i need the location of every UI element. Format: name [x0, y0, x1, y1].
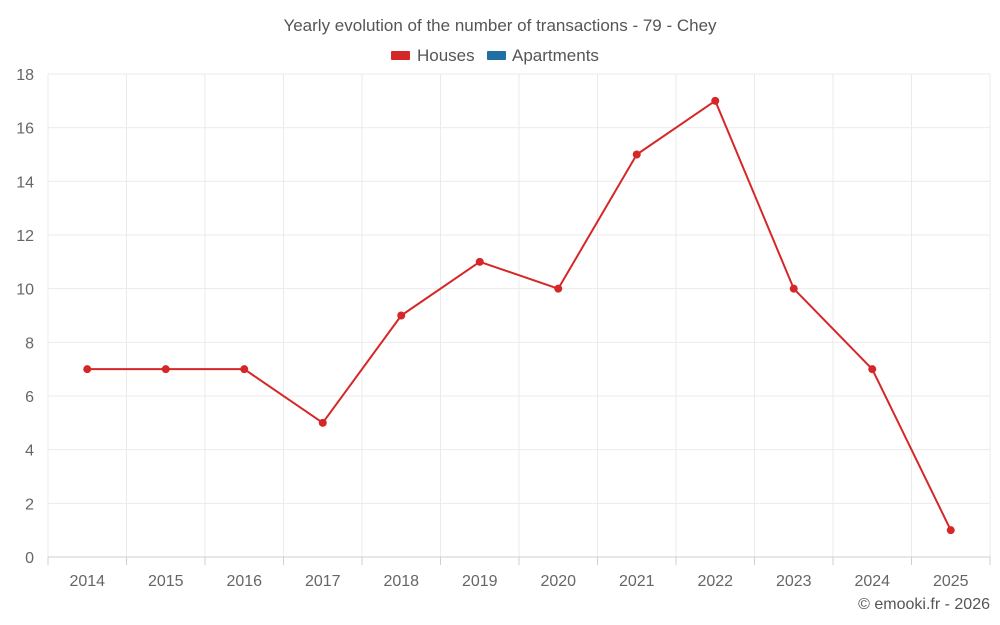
x-tick-label: 2017 [305, 573, 341, 590]
data-point[interactable] [397, 311, 406, 320]
x-axis-ticks: 2014 2015 2016 2017 2018 2019 2020 2021 2022 2023… [69, 573, 968, 590]
x-tick-label: 2022 [697, 573, 733, 590]
data-point[interactable] [161, 365, 170, 374]
data-point[interactable] [946, 526, 955, 535]
x-tick-label: 2014 [69, 573, 105, 590]
x-tick-label: 2018 [383, 573, 419, 590]
legend-item-apartments[interactable]: Apartments [487, 46, 599, 65]
legend-label-apartments: Apartments [512, 46, 599, 65]
data-point[interactable] [475, 257, 484, 266]
plot-series [83, 96, 955, 535]
data-point[interactable] [318, 418, 327, 427]
legend-swatch-apartments [487, 51, 506, 60]
data-point[interactable] [711, 96, 720, 105]
legend-item-houses[interactable]: Houses [391, 46, 475, 65]
legend-label-houses: Houses [417, 46, 475, 65]
grid [47, 73, 991, 557]
series-line-houses [87, 99, 952, 531]
x-tick-label: 2021 [619, 573, 655, 590]
credit-text: © emooki.fr - 2026 [858, 596, 990, 613]
legend: Houses Apartments [391, 46, 599, 65]
y-axis-ticks: 0 2 4 6 8 10 12 14 16 18 [16, 67, 34, 567]
axes [47, 556, 991, 565]
data-point[interactable] [554, 284, 563, 293]
y-tick-label: 12 [16, 228, 34, 245]
y-tick-label: 16 [16, 121, 34, 138]
data-point[interactable] [868, 365, 877, 374]
y-tick-label: 6 [25, 389, 34, 406]
x-tick-label: 2015 [148, 573, 184, 590]
data-point[interactable] [789, 284, 798, 293]
legend-swatch-houses [391, 51, 410, 60]
y-tick-label: 0 [25, 550, 34, 567]
x-tick-label: 2025 [933, 573, 969, 590]
x-tick-label: 2019 [462, 573, 498, 590]
data-point[interactable] [240, 365, 249, 374]
chart-title: Yearly evolution of the number of transa… [283, 16, 717, 35]
y-tick-label: 4 [25, 443, 34, 460]
x-tick-label: 2020 [540, 573, 576, 590]
x-tick-label: 2024 [854, 573, 890, 590]
x-tick-label: 2023 [776, 573, 812, 590]
data-point[interactable] [632, 150, 641, 159]
data-point[interactable] [83, 365, 92, 374]
y-tick-label: 10 [16, 282, 34, 299]
y-tick-label: 2 [25, 496, 34, 513]
y-tick-label: 14 [16, 174, 34, 191]
y-tick-label: 18 [16, 67, 34, 84]
x-tick-label: 2016 [226, 573, 262, 590]
y-tick-label: 8 [25, 335, 34, 352]
